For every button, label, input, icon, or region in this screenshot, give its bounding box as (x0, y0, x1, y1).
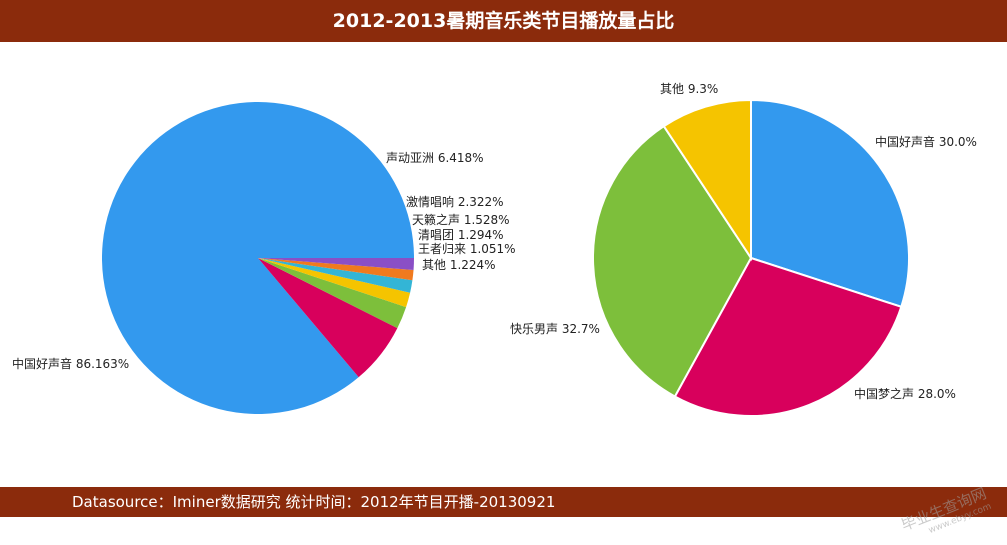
title-bar (0, 0, 1007, 42)
pie-2-label-4: 其他 9.3% (660, 82, 718, 96)
pie-1-slice-4 (258, 258, 411, 308)
pie-1-slice-5 (258, 258, 413, 293)
pie-2-label-3: 快乐男声 32.7% (510, 322, 600, 336)
pie-1-label-7: 其他 1.224% (422, 258, 496, 272)
footer-bar: Datasource：Iminer数据研究 统计时间：2012年节目开播-201… (0, 487, 1007, 517)
pie-1-slice-2 (258, 258, 398, 378)
pie-1-slice-3 (258, 258, 407, 329)
pie-2-label-2: 中国梦之声 28.0% (854, 386, 956, 401)
pie-2-label-1: 中国好声音 30.0% (875, 134, 977, 149)
pie-1-slice-7 (258, 258, 414, 270)
pie-1-label-1: 中国好声音 86.163% (12, 356, 129, 371)
pie-2-slice-2 (673, 256, 903, 417)
pie-charts-svg: 中国好声音 86.163% 声动亚洲 6.418% 激情唱响 2.322% 天籁之声 … (12, 82, 977, 417)
pie-1-label-6: 王者归来 1.051% (418, 242, 516, 256)
pie-1-label-3: 激情唱响 2.322% (406, 194, 504, 209)
pie-1-label-4: 天籁之声 1.528% (412, 212, 510, 227)
data-source-text: Datasource：Iminer数据研究 统计时间：2012年节目开播-201… (72, 493, 556, 511)
chart-area: 中国好声音 86.163% 声动亚洲 6.418% 激情唱响 2.322% 天籁之声 … (0, 42, 1007, 487)
pie-1-label-2: 声动亚洲 6.418% (386, 151, 484, 165)
pie-2-slice-3 (592, 124, 753, 398)
pie-2-slice-1 (750, 98, 910, 309)
pie-2-slice-4 (662, 98, 752, 262)
pie-1-slice-6 (258, 258, 414, 281)
pie-1-slice-1 (101, 102, 415, 415)
chart-title: 2012-2013暑期音乐类节目播放量占比 (332, 10, 675, 32)
pie-1-label-5: 清唱团 1.294% (418, 228, 504, 242)
